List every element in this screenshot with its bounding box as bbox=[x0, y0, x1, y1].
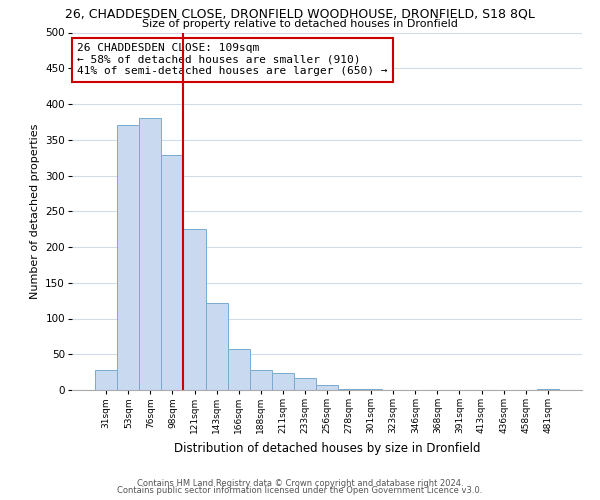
Text: Contains public sector information licensed under the Open Government Licence v3: Contains public sector information licen… bbox=[118, 486, 482, 495]
Bar bbox=[294, 378, 316, 390]
Text: 26 CHADDESDEN CLOSE: 109sqm
← 58% of detached houses are smaller (910)
41% of se: 26 CHADDESDEN CLOSE: 109sqm ← 58% of det… bbox=[77, 43, 388, 76]
X-axis label: Distribution of detached houses by size in Dronfield: Distribution of detached houses by size … bbox=[174, 442, 480, 454]
Text: Contains HM Land Registry data © Crown copyright and database right 2024.: Contains HM Land Registry data © Crown c… bbox=[137, 478, 463, 488]
Bar bbox=[227, 348, 250, 390]
Bar bbox=[316, 385, 338, 390]
Bar bbox=[338, 388, 360, 390]
Bar bbox=[117, 126, 139, 390]
Bar bbox=[184, 229, 206, 390]
Y-axis label: Number of detached properties: Number of detached properties bbox=[30, 124, 40, 299]
Bar bbox=[537, 388, 559, 390]
Bar bbox=[206, 304, 227, 390]
Text: Size of property relative to detached houses in Dronfield: Size of property relative to detached ho… bbox=[142, 19, 458, 29]
Text: 26, CHADDESDEN CLOSE, DRONFIELD WOODHOUSE, DRONFIELD, S18 8QL: 26, CHADDESDEN CLOSE, DRONFIELD WOODHOUS… bbox=[65, 8, 535, 20]
Bar bbox=[95, 370, 117, 390]
Bar bbox=[272, 373, 294, 390]
Bar bbox=[161, 156, 184, 390]
Bar bbox=[250, 370, 272, 390]
Bar bbox=[139, 118, 161, 390]
